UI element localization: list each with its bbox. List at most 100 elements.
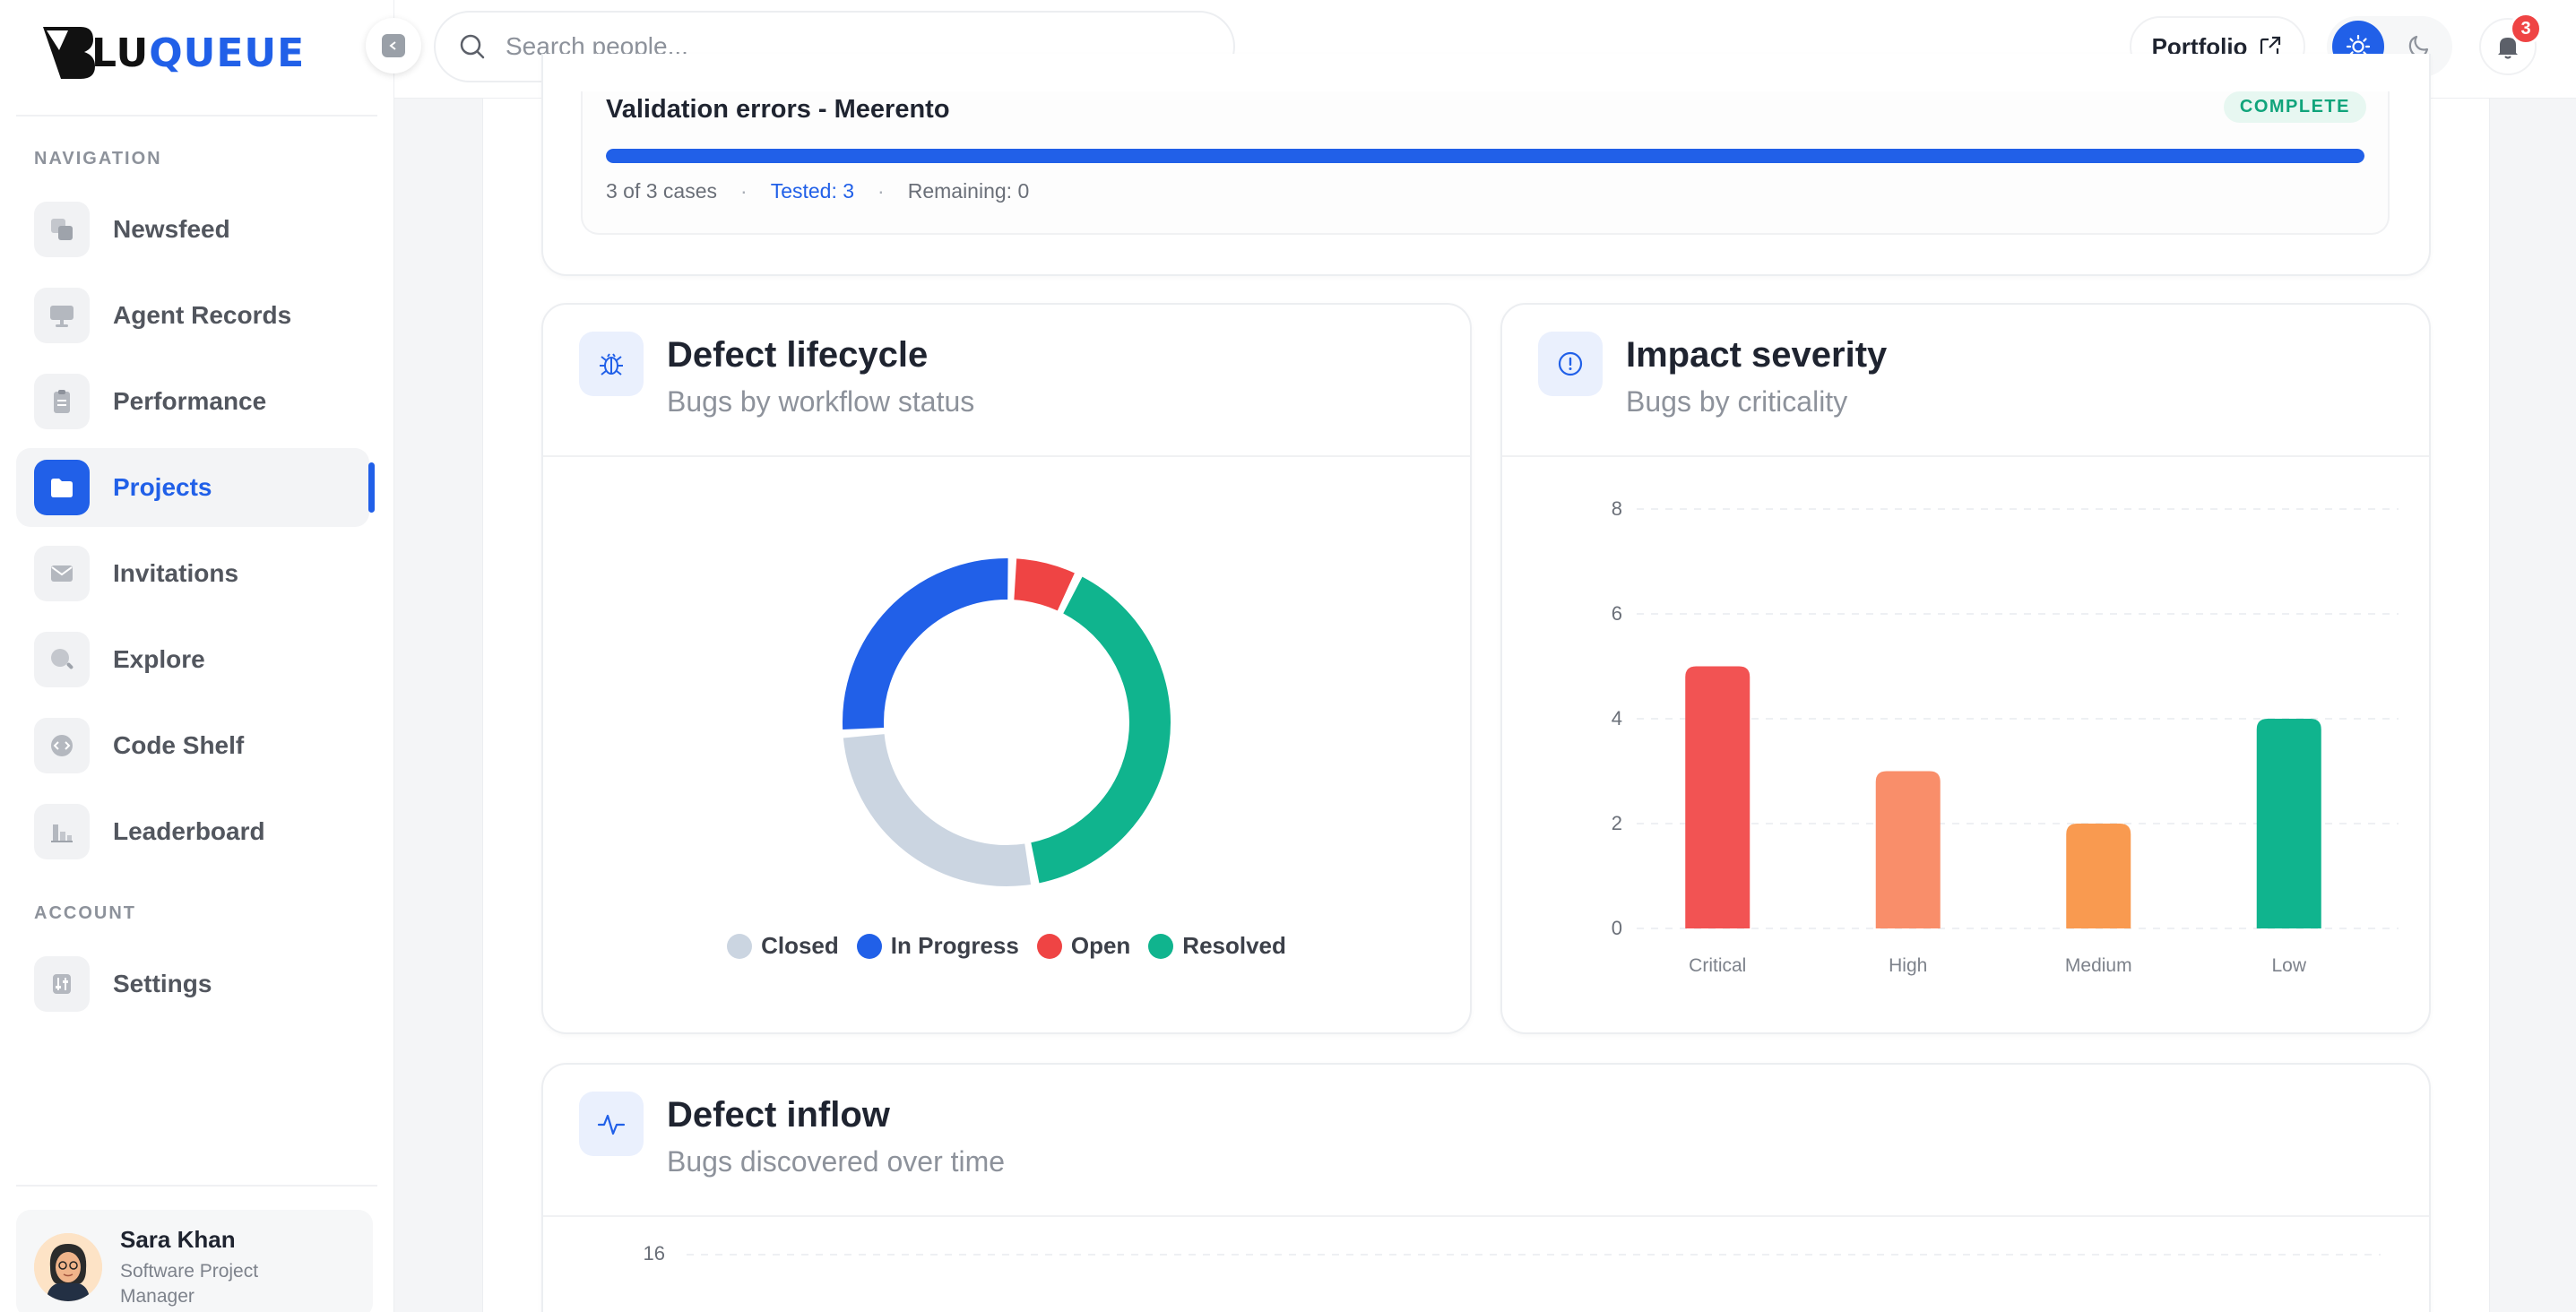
clipboard-icon [34,374,90,429]
sliders-icon [34,956,90,1012]
user-profile-card[interactable]: Sara Khan Software Project Manager [16,1210,373,1312]
sidebar-item-newsfeed[interactable]: Newsfeed [16,190,369,269]
legend-swatch [727,933,753,959]
bar-chart-icon [34,804,90,859]
card-subtitle: Bugs by criticality [1626,385,1848,418]
sidebar-divider [16,1185,377,1187]
account-section-label: ACCOUNT [34,903,136,923]
brand-logo[interactable]: LUQUEUE [41,23,305,82]
legend-swatch [1036,933,1062,959]
user-info: Sara Khan Software Project Manager [120,1226,299,1309]
sidebar-item-label: Code Shelf [113,731,245,759]
legend-item-open[interactable]: Open [1036,932,1131,960]
sidebar-divider [16,115,377,117]
card-header: Defect lifecycle Bugs by workflow status [543,305,1470,457]
progress-fill [606,149,2364,163]
card-title: Defect inflow [667,1095,890,1135]
legend-swatch [1148,933,1174,959]
sidebar: LUQUEUE NAVIGATION Newsfeed Agent Record… [0,0,394,1312]
logo-mark-icon [43,27,95,79]
y-tick-label: 4 [1612,707,1622,729]
y-tick-label: 8 [1612,497,1622,520]
collapse-sidebar-button[interactable] [366,18,421,73]
defect-lifecycle-card: Defect lifecycle Bugs by workflow status… [541,303,1472,1034]
y-tick-label: 16 [644,1242,665,1265]
active-indicator [368,462,375,513]
defect-inflow-card: Defect inflow Bugs discovered over time … [541,1063,2431,1312]
sidebar-item-label: Projects [113,473,212,501]
sidebar-item-leaderboard[interactable]: Leaderboard [16,792,369,871]
remaining-count: Remaining: 0 [907,179,1030,203]
legend-label: Closed [761,932,839,959]
search-icon [34,632,90,687]
notification-badge: 3 [2510,13,2542,45]
sidebar-item-explore[interactable]: Explore [16,620,369,699]
test-run-card: Validation errors - Meerento COMPLETE 3 … [541,54,2431,276]
user-name: Sara Khan [120,1226,236,1253]
collapse-icon [382,34,405,57]
mail-icon [34,546,90,601]
chart-legend: Closed In Progress Open Resolved [543,932,1470,960]
donut-slice-resolved[interactable] [1030,576,1171,884]
bar-medium[interactable] [2066,824,2131,928]
bar-critical[interactable] [1685,666,1750,929]
legend-label: Open [1070,932,1131,959]
line-chart: 16 [644,1242,2381,1265]
donut-slice-open[interactable] [1013,558,1075,611]
x-tick-label: Low [2271,955,2306,976]
test-run-item[interactable]: Validation errors - Meerento COMPLETE 3 … [581,91,2390,235]
y-tick-label: 0 [1612,917,1622,939]
donut-slice-in-progress[interactable] [843,558,1008,729]
card-subtitle: Bugs discovered over time [667,1145,1006,1178]
sidebar-item-label: Leaderboard [113,817,265,845]
y-tick-label: 6 [1612,602,1622,625]
donut-slice-closed[interactable] [843,733,1032,886]
donut-chart [843,558,1171,886]
bug-icon [579,332,644,396]
user-role: Software Project Manager [120,1261,259,1307]
alert-circle-icon [1538,332,1603,396]
progress-bar [606,149,2364,163]
bar-chart: 0 2 4 6 8 Critical High Medium Low [1612,497,2399,976]
x-tick-label: Critical [1689,955,1746,976]
newsfeed-icon [34,202,90,257]
sidebar-item-label: Settings [113,970,212,997]
impact-severity-card: Impact severity Bugs by criticality 0 2 4 6… [1500,303,2431,1034]
sidebar-item-invitations[interactable]: Invitations [16,534,369,613]
avatar [34,1233,102,1301]
x-tick-label: High [1889,955,1927,976]
activity-icon [579,1092,644,1156]
code-icon [34,718,90,773]
bar-high[interactable] [1875,771,1941,929]
status-badge: COMPLETE [2223,91,2366,123]
sidebar-item-label: Explore [113,645,205,673]
folder-icon [34,460,90,515]
legend-item-in-progress[interactable]: In Progress [856,932,1019,960]
card-title: Impact severity [1626,335,1888,375]
bell-icon [2498,38,2518,59]
legend-item-closed[interactable]: Closed [727,932,839,960]
sidebar-item-code-shelf[interactable]: Code Shelf [16,706,369,785]
test-run-meta: 3 of 3 cases · Tested: 3 · Remaining: 0 [606,179,1030,203]
sidebar-item-settings[interactable]: Settings [16,945,369,1023]
legend-swatch [856,933,882,959]
legend-item-resolved[interactable]: Resolved [1148,932,1286,960]
card-header: Defect inflow Bugs discovered over time [543,1065,2429,1217]
search-icon [460,34,485,59]
tested-count: Tested: 3 [770,179,855,203]
legend-label: In Progress [890,932,1019,959]
sidebar-item-performance[interactable]: Performance [16,362,369,441]
cases-count: 3 of 3 cases [606,179,718,203]
test-run-title: Validation errors - Meerento [606,95,950,124]
bar-low[interactable] [2256,719,2321,928]
sidebar-item-projects[interactable]: Projects [16,448,375,527]
monitor-icon [34,288,90,343]
sidebar-item-label: Agent Records [113,301,292,329]
card-subtitle: Bugs by workflow status [667,385,975,418]
x-tick-label: Medium [2065,955,2132,976]
legend-label: Resolved [1182,932,1286,959]
nav-section-label: NAVIGATION [34,149,162,168]
sidebar-item-label: Invitations [113,559,239,587]
sidebar-item-agent-records[interactable]: Agent Records [16,276,369,355]
sidebar-item-label: Newsfeed [113,215,230,243]
